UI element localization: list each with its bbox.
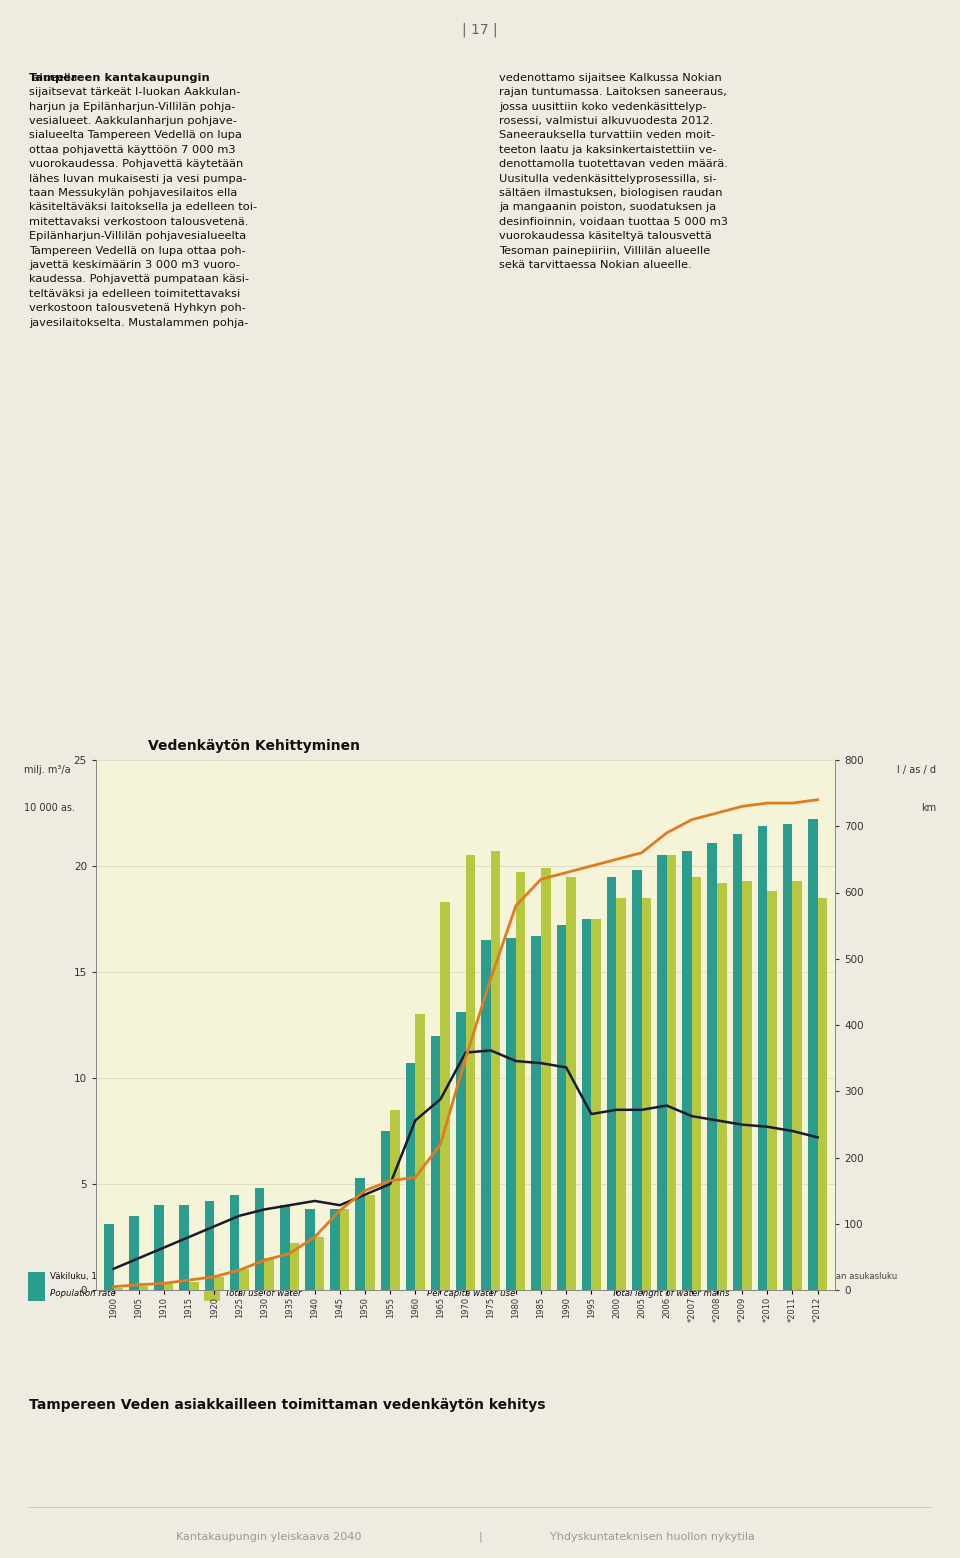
Bar [139, 1285, 148, 1290]
Bar [164, 1284, 174, 1290]
Text: alueella
sijaitsevat tärkeät I-luokan Aakkulan-
harjun ja Epilänharjun-Villilän : alueella sijaitsevat tärkeät I-luokan Aa… [29, 73, 257, 327]
Bar [658, 855, 667, 1290]
Bar [566, 877, 576, 1290]
Bar [818, 897, 828, 1290]
Bar [683, 851, 692, 1290]
Bar [783, 824, 792, 1290]
Bar [742, 880, 752, 1290]
Bar [692, 877, 702, 1290]
Text: Per capita water use: Per capita water use [427, 1288, 516, 1298]
Bar [607, 877, 616, 1290]
Bar [406, 1063, 416, 1290]
Text: Ominais-vedenkäyttö (l/as/d): Ominais-vedenkäyttö (l/as/d) [427, 1271, 552, 1281]
Bar [204, 1201, 214, 1290]
Text: vedenottamo sijaitsee Kalkussa Nokian
rajan tuntumassa. Laitoksen saneeraus,
jos: vedenottamo sijaitsee Kalkussa Nokian ra… [499, 73, 729, 270]
Bar [155, 1206, 164, 1290]
Bar [330, 1209, 340, 1290]
Bar [792, 880, 802, 1290]
Bar [229, 1195, 239, 1290]
Bar [130, 1215, 139, 1290]
Text: Väkiluku, 10 000 as.: Väkiluku, 10 000 as. [50, 1271, 136, 1281]
Text: km: km [921, 804, 936, 813]
Text: Tampereen kantakaupungin: Tampereen kantakaupungin [29, 73, 209, 83]
Bar [113, 1288, 123, 1290]
Bar [732, 834, 742, 1290]
Bar [280, 1206, 290, 1290]
Text: Vesijohto-verkon pituus (km): Vesijohto-verkon pituus (km) [612, 1271, 735, 1281]
Bar [582, 919, 591, 1290]
Bar [708, 843, 717, 1290]
Text: | 17 |: | 17 | [462, 23, 498, 37]
Bar [757, 826, 767, 1290]
Text: Total lenght of water mains: Total lenght of water mains [612, 1288, 730, 1298]
Text: Population rate: Population rate [50, 1288, 115, 1298]
Bar [557, 925, 566, 1290]
Bar [632, 871, 641, 1290]
Bar [616, 897, 626, 1290]
Text: |: | [478, 1532, 482, 1542]
Text: Development of water use: Development of water use [148, 784, 314, 798]
Text: 10 000 as.: 10 000 as. [24, 804, 75, 813]
Text: Total use of water: Total use of water [225, 1288, 301, 1298]
Bar [641, 897, 651, 1290]
Bar [214, 1278, 224, 1290]
Bar [767, 891, 777, 1290]
Bar [541, 868, 551, 1290]
Bar [431, 1036, 441, 1290]
Bar [104, 1225, 113, 1290]
Text: l / as / d: l / as / d [898, 765, 936, 774]
Bar [180, 1206, 189, 1290]
Bar [416, 1014, 425, 1290]
Bar [255, 1189, 264, 1290]
Bar [441, 902, 450, 1290]
Bar [239, 1268, 249, 1290]
Bar [466, 855, 475, 1290]
Bar [204, 1271, 220, 1301]
Bar [355, 1178, 365, 1290]
Bar [481, 939, 491, 1290]
Bar [591, 919, 601, 1290]
Text: Vedenkäytön Kehittyminen: Vedenkäytön Kehittyminen [148, 738, 360, 753]
Bar [29, 1271, 45, 1301]
Bar [456, 1013, 466, 1290]
Bar [717, 883, 727, 1290]
Bar [506, 938, 516, 1290]
Bar [380, 1131, 390, 1290]
Bar [516, 872, 525, 1290]
Text: milj. m³/a: milj. m³/a [24, 765, 70, 774]
Bar [808, 820, 818, 1290]
Bar [390, 1109, 399, 1290]
Bar [290, 1243, 300, 1290]
Bar [315, 1237, 324, 1290]
Bar [189, 1282, 199, 1290]
Text: Kantakaupungin yleiskaava 2040: Kantakaupungin yleiskaava 2040 [176, 1532, 362, 1542]
Bar [305, 1209, 315, 1290]
Bar [532, 936, 541, 1290]
Bar [491, 851, 500, 1290]
Text: Veden kokonaiskäyttö (milj. m³/a): Veden kokonaiskäyttö (milj. m³/a) [225, 1271, 370, 1281]
Bar [340, 1209, 349, 1290]
Text: Yhdyskuntateknisen huollon nykytila: Yhdyskuntateknisen huollon nykytila [550, 1532, 756, 1542]
Bar [264, 1259, 274, 1290]
Bar [365, 1195, 374, 1290]
Bar [667, 855, 676, 1290]
Text: Tampereen Veden asiakkailleen toimittaman vedenkäytön kehitys: Tampereen Veden asiakkailleen toimittama… [29, 1398, 545, 1412]
Text: *) Si. Pirkkalan asukasluku: *) Si. Pirkkalan asukasluku [784, 1271, 898, 1281]
